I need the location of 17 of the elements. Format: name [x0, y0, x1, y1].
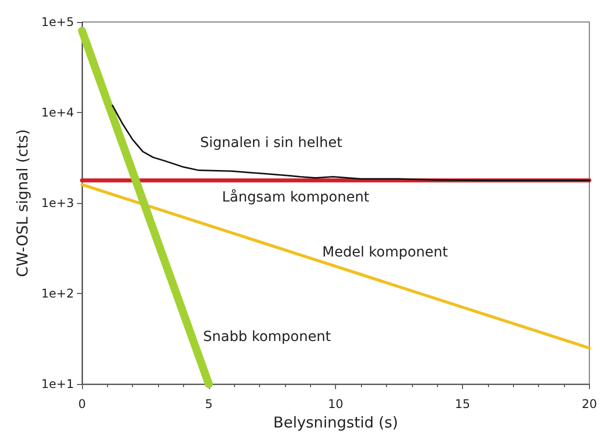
x-axis-title: Belysningstid (s): [273, 414, 398, 432]
x-tick-label: 15: [454, 397, 470, 412]
y-tick-label: 1e+5: [41, 15, 74, 29]
y-tick-label: 1e+4: [41, 106, 74, 120]
x-tick-label: 0: [78, 397, 86, 412]
y-tick-label: 1e+1: [41, 377, 74, 392]
y-axis-title: CW-OSL signal (cts): [14, 129, 32, 277]
x-tick-label: 10: [328, 397, 344, 412]
y-tick-label: 1e+2: [41, 286, 74, 301]
series-label: Medel komponent: [322, 244, 448, 261]
series-label: Snabb komponent: [203, 328, 332, 345]
y-tick-label: 1e+3: [41, 196, 74, 210]
series-label: Signalen i sin helhet: [200, 134, 343, 151]
x-tick-label: 5: [205, 397, 213, 412]
x-tick-label: 20: [582, 397, 598, 412]
line-series: [112, 104, 590, 182]
series-label: Långsam komponent: [222, 188, 370, 206]
